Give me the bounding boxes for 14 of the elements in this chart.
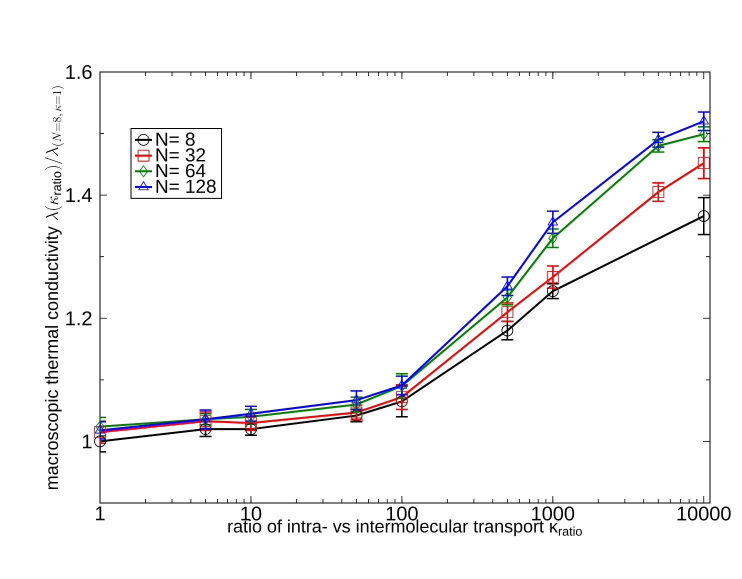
x-tick-label: 100 [386,506,418,521]
legend-label: N= 64 [156,164,206,178]
x-tick-label: 10 [241,506,262,521]
legend-label: N= 8 [156,132,195,146]
y-tick-label: 1.2 [66,311,92,326]
x-tick-label: 1000 [532,506,574,521]
legend-label: N= 128 [156,180,216,194]
legend-label: N= 32 [156,148,206,162]
x-tick-label: 1 [96,506,105,520]
y-tick-label: 1.4 [66,188,92,202]
y-tick-label: 1.6 [66,64,92,80]
x-tick-label: 10000 [678,506,731,521]
y-axis-title: $\mbox{macroscopic thermal conductivity }\lambda(\kappa_{\mathrm{ratio}})/\lambda_{(N=8,\,\kappa=1)}$ [44,86,64,490]
y-tick-label: 1 [82,434,92,448]
